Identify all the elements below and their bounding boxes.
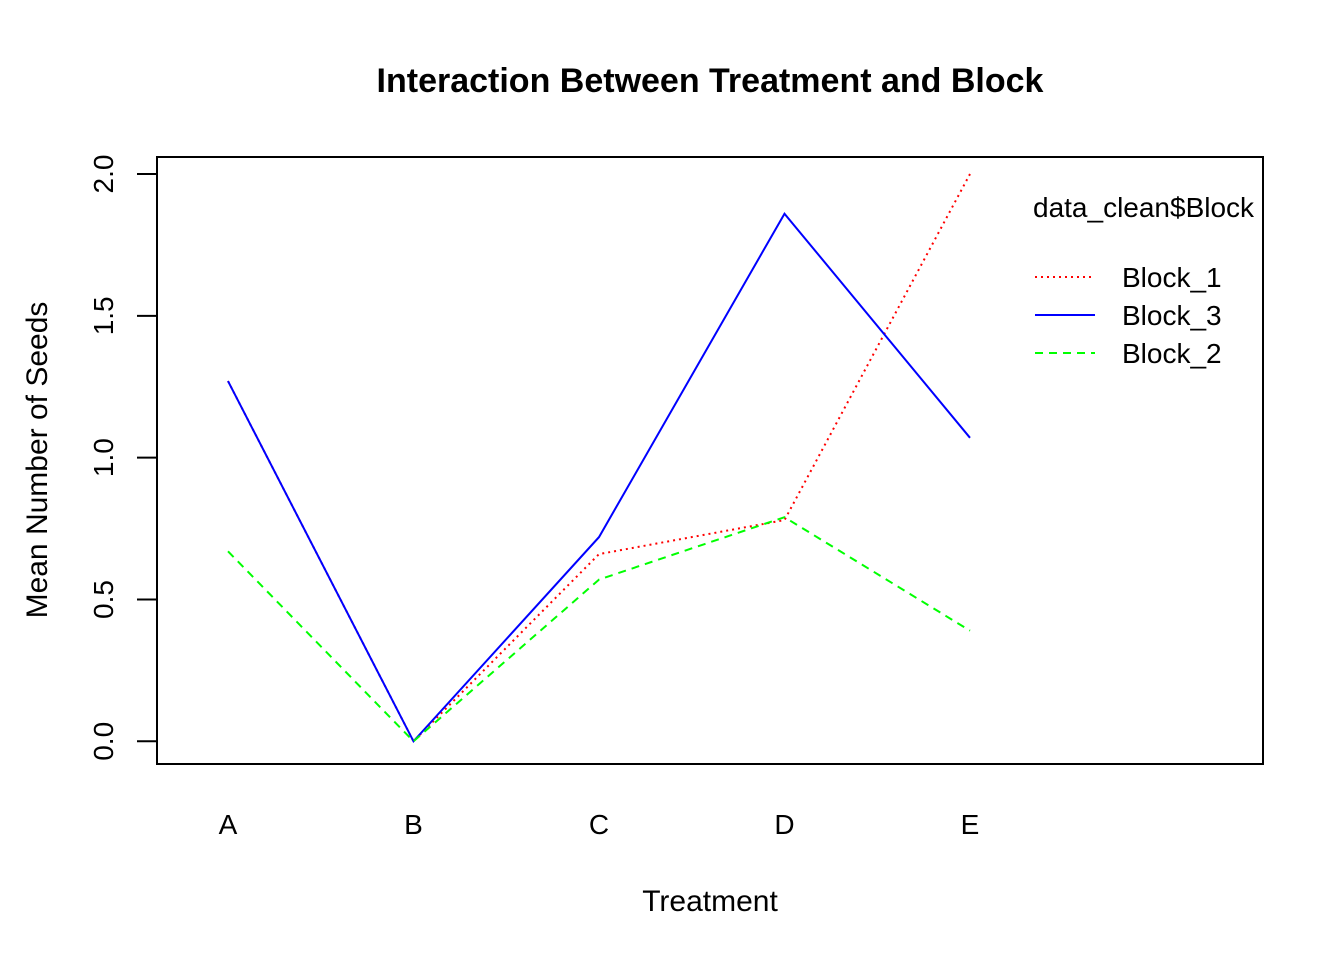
x-tick-label: C xyxy=(589,809,609,840)
x-tick-label: D xyxy=(774,809,794,840)
series-line-block-2 xyxy=(227,516,971,743)
y-axis-label: Mean Number of Seeds xyxy=(21,302,54,619)
y-tick-label: 0.5 xyxy=(88,580,119,619)
legend-title: data_clean$Block xyxy=(1033,192,1255,223)
y-tick-label: 0.0 xyxy=(88,722,119,761)
y-tick-label: 1.0 xyxy=(88,438,119,477)
y-tick-label: 2.0 xyxy=(88,155,119,194)
legend: data_clean$Block Block_1 Block_3 Block_2 xyxy=(1033,192,1255,369)
series-line-block-1 xyxy=(227,173,971,743)
x-tick-label: A xyxy=(219,809,238,840)
series-lines xyxy=(227,173,971,744)
x-axis-tick-labels: A B C D E xyxy=(219,809,980,840)
x-axis-label: Treatment xyxy=(642,885,778,918)
series-line-block-3 xyxy=(227,211,971,744)
legend-label: Block_3 xyxy=(1122,300,1222,331)
plot-frame xyxy=(156,156,1264,765)
y-tick-label: 1.5 xyxy=(88,296,119,335)
chart-title: Interaction Between Treatment and Block xyxy=(377,62,1044,100)
x-tick-label: B xyxy=(404,809,423,840)
y-axis: 0.0 0.5 1.0 1.5 2.0 xyxy=(88,155,158,761)
legend-label: Block_2 xyxy=(1122,338,1222,369)
x-tick-label: E xyxy=(961,809,980,840)
legend-label: Block_1 xyxy=(1122,262,1222,293)
